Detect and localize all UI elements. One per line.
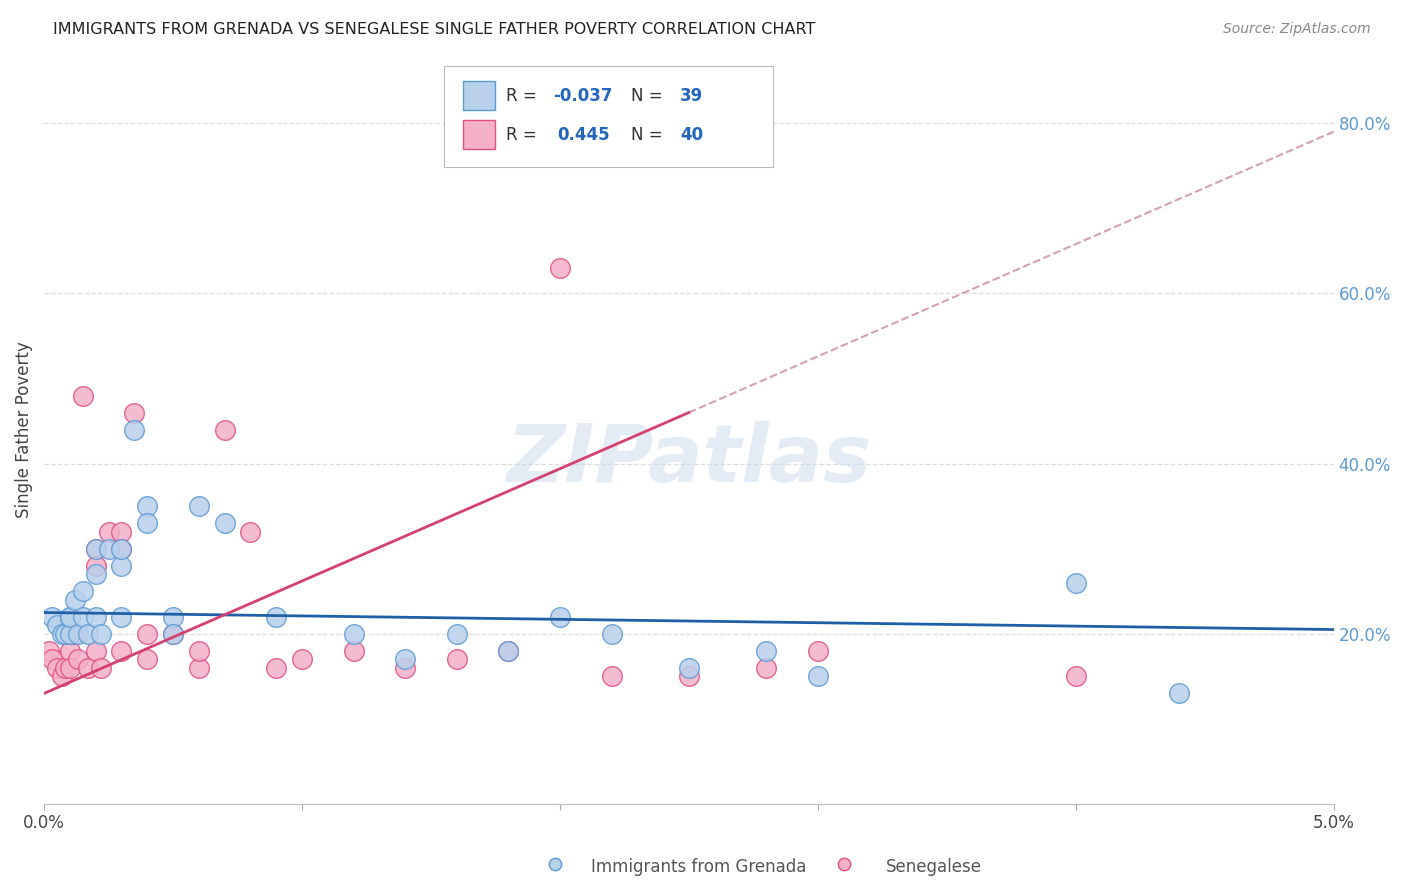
Text: -0.037: -0.037 <box>554 87 613 104</box>
Text: 39: 39 <box>681 87 703 104</box>
Point <box>124 405 146 419</box>
Point <box>59 609 82 624</box>
Point <box>162 609 184 624</box>
Point <box>214 423 236 437</box>
Point <box>84 558 107 573</box>
Point <box>1167 686 1189 700</box>
Point <box>498 644 520 658</box>
Point <box>66 627 89 641</box>
Point <box>84 609 107 624</box>
Text: Immigrants from Grenada: Immigrants from Grenada <box>591 858 806 876</box>
Point <box>548 609 571 624</box>
Point <box>53 661 76 675</box>
Point <box>84 644 107 658</box>
Point <box>678 661 700 675</box>
Point <box>77 661 100 675</box>
Point <box>291 652 314 666</box>
Y-axis label: Single Father Poverty: Single Father Poverty <box>15 341 32 518</box>
Point <box>59 609 82 624</box>
Point <box>84 541 107 556</box>
Point <box>72 609 94 624</box>
Point <box>162 627 184 641</box>
Point <box>264 609 287 624</box>
Point <box>51 669 73 683</box>
Point <box>544 857 567 871</box>
Text: 40: 40 <box>681 126 703 144</box>
Point <box>394 661 416 675</box>
Point <box>110 558 132 573</box>
Point <box>136 516 159 531</box>
Text: ZIPatlas: ZIPatlas <box>506 420 872 499</box>
Point <box>72 584 94 599</box>
Point <box>239 524 262 539</box>
FancyBboxPatch shape <box>444 66 773 168</box>
Point <box>136 627 159 641</box>
Point <box>110 541 132 556</box>
Text: Source: ZipAtlas.com: Source: ZipAtlas.com <box>1223 22 1371 37</box>
Point <box>600 627 623 641</box>
Point <box>90 661 112 675</box>
Point <box>110 541 132 556</box>
Point <box>1064 669 1087 683</box>
Point <box>90 627 112 641</box>
Point <box>110 609 132 624</box>
Text: N =: N = <box>631 126 668 144</box>
Point <box>38 644 60 658</box>
Point <box>77 627 100 641</box>
Text: R =: R = <box>506 126 547 144</box>
Point <box>446 627 468 641</box>
Point <box>807 644 830 658</box>
Point <box>548 260 571 275</box>
Point <box>53 627 76 641</box>
Point <box>46 661 69 675</box>
Point <box>394 652 416 666</box>
Point <box>342 644 364 658</box>
Point <box>136 499 159 513</box>
Text: Senegalese: Senegalese <box>886 858 981 876</box>
Point <box>97 541 120 556</box>
Point <box>59 627 82 641</box>
Point <box>446 652 468 666</box>
Point <box>66 652 89 666</box>
Point <box>59 627 82 641</box>
Point <box>84 541 107 556</box>
Point <box>63 592 86 607</box>
Point <box>600 669 623 683</box>
Point <box>755 661 778 675</box>
Point <box>162 627 184 641</box>
Point <box>498 644 520 658</box>
Point <box>214 516 236 531</box>
Point <box>678 669 700 683</box>
Point <box>342 627 364 641</box>
Point <box>41 609 63 624</box>
Point <box>110 644 132 658</box>
Point <box>59 661 82 675</box>
FancyBboxPatch shape <box>463 120 495 149</box>
Point <box>755 644 778 658</box>
FancyBboxPatch shape <box>463 81 495 110</box>
Point <box>59 644 82 658</box>
Text: 0.445: 0.445 <box>557 126 610 144</box>
Text: R =: R = <box>506 87 541 104</box>
Point <box>72 388 94 402</box>
Point <box>63 627 86 641</box>
Point <box>41 652 63 666</box>
Point <box>187 499 209 513</box>
Point <box>84 567 107 582</box>
Point <box>51 627 73 641</box>
Text: IMMIGRANTS FROM GRENADA VS SENEGALESE SINGLE FATHER POVERTY CORRELATION CHART: IMMIGRANTS FROM GRENADA VS SENEGALESE SI… <box>53 22 815 37</box>
Point <box>136 652 159 666</box>
Point <box>187 661 209 675</box>
Point <box>97 524 120 539</box>
Point <box>832 857 855 871</box>
Text: N =: N = <box>631 87 668 104</box>
Point <box>187 644 209 658</box>
Point <box>124 423 146 437</box>
Point <box>807 669 830 683</box>
Point <box>264 661 287 675</box>
Point <box>1064 575 1087 590</box>
Point <box>46 618 69 632</box>
Point <box>110 524 132 539</box>
